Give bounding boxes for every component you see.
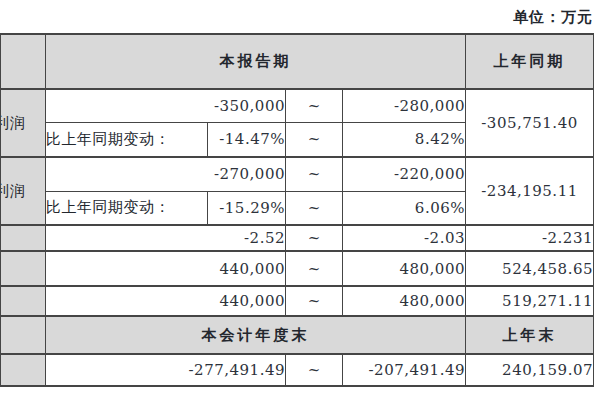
corner-cell bbox=[1, 34, 46, 89]
year-end-header: 本会计年度末 bbox=[46, 316, 466, 354]
change-high: 6.06% bbox=[343, 191, 466, 225]
value-high: -207,491.49 bbox=[343, 354, 466, 386]
tilde-separator: ~ bbox=[286, 354, 343, 386]
unit-label: 单位：万元 bbox=[513, 8, 593, 27]
tilde-separator: ~ bbox=[286, 157, 343, 191]
change-low: -15.29% bbox=[208, 191, 286, 225]
value-low: -270,000 bbox=[46, 157, 286, 191]
prior-value: 524,458.65 bbox=[466, 251, 594, 286]
value-low: -277,491.49 bbox=[46, 354, 286, 386]
row-label-cell: 利润 bbox=[1, 157, 46, 225]
table-header-row: 本报告期 上年同期 bbox=[1, 34, 594, 89]
value-high: -2.03 bbox=[343, 225, 466, 251]
change-label: 比上年同期变动： bbox=[46, 122, 208, 157]
corner-cell bbox=[1, 316, 46, 354]
prior-value: 519,271.11 bbox=[466, 286, 594, 316]
table-row: 440,000 ~ 480,000 519,271.11 bbox=[1, 286, 594, 316]
table-row: -2.52 ~ -2.03 -2.231 bbox=[1, 225, 594, 251]
value-low: 440,000 bbox=[46, 286, 286, 316]
tilde-separator: ~ bbox=[286, 225, 343, 251]
prior-value: -2.231 bbox=[466, 225, 594, 251]
prior-period-header: 上年同期 bbox=[466, 34, 594, 89]
table-row: 440,000 ~ 480,000 524,458.65 bbox=[1, 251, 594, 286]
tilde-separator: ~ bbox=[286, 251, 343, 286]
forecast-table: 本报告期 上年同期 利润 -350,000 ~ -280,000 -305,75… bbox=[0, 33, 594, 387]
prior-value: -305,751.40 bbox=[466, 89, 594, 157]
value-high: 480,000 bbox=[343, 251, 466, 286]
tilde-separator: ~ bbox=[286, 191, 343, 225]
change-label: 比上年同期变动： bbox=[46, 191, 208, 225]
value-low: 440,000 bbox=[46, 251, 286, 286]
row-label-cell bbox=[1, 225, 46, 251]
change-high: 8.42% bbox=[343, 122, 466, 157]
prior-value: -234,195.11 bbox=[466, 157, 594, 225]
table-row: 利润 -350,000 ~ -280,000 -305,751.40 bbox=[1, 89, 594, 122]
value-low: -2.52 bbox=[46, 225, 286, 251]
value-high: 480,000 bbox=[343, 286, 466, 316]
row-label-cell bbox=[1, 251, 46, 286]
period-header: 本报告期 bbox=[46, 34, 466, 89]
change-low: -14.47% bbox=[208, 122, 286, 157]
table-header-row: 本会计年度末 上年末 bbox=[1, 316, 594, 354]
row-label: 利润 bbox=[1, 114, 46, 133]
report-page: 单位：万元 本报告期 上年同期 利润 -350,000 ~ -280,000 -… bbox=[0, 0, 600, 400]
tilde-separator: ~ bbox=[286, 89, 343, 122]
table-row: -277,491.49 ~ -207,491.49 240,159.07 bbox=[1, 354, 594, 386]
row-label-cell bbox=[1, 354, 46, 386]
prior-value: 240,159.07 bbox=[466, 354, 594, 386]
row-label-cell: 利润 bbox=[1, 89, 46, 157]
prior-year-end-header: 上年末 bbox=[466, 316, 594, 354]
value-high: -220,000 bbox=[343, 157, 466, 191]
value-low: -350,000 bbox=[46, 89, 286, 122]
row-label-cell bbox=[1, 286, 46, 316]
row-label: 利润 bbox=[1, 182, 46, 201]
tilde-separator: ~ bbox=[286, 122, 343, 157]
value-high: -280,000 bbox=[343, 89, 466, 122]
tilde-separator: ~ bbox=[286, 286, 343, 316]
table-row: 利润 -270,000 ~ -220,000 -234,195.11 bbox=[1, 157, 594, 191]
